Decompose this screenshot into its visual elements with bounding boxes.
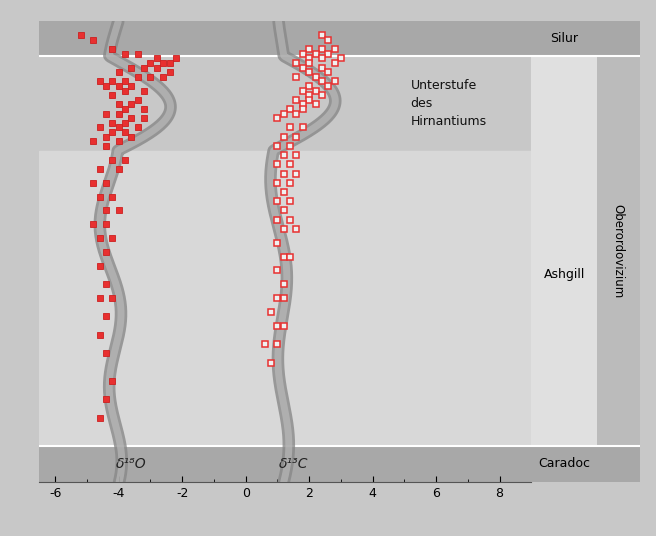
Bar xyxy=(531,56,597,445)
Bar xyxy=(39,56,531,151)
Bar xyxy=(597,445,640,482)
Text: Ashgill: Ashgill xyxy=(543,269,585,281)
Text: Caradoc: Caradoc xyxy=(538,457,590,471)
Bar xyxy=(39,151,531,445)
Bar xyxy=(531,21,597,56)
Bar xyxy=(39,445,531,482)
Text: Oberordovizium: Oberordovizium xyxy=(612,204,625,298)
Text: Silur: Silur xyxy=(550,32,578,45)
Bar xyxy=(531,445,597,482)
Bar xyxy=(597,21,640,56)
Bar xyxy=(39,21,531,56)
Text: δ¹³C: δ¹³C xyxy=(279,457,308,471)
Text: Unterstufe
des
Hirnantiums: Unterstufe des Hirnantiums xyxy=(411,79,487,128)
Text: δ¹⁸O: δ¹⁸O xyxy=(116,457,147,471)
